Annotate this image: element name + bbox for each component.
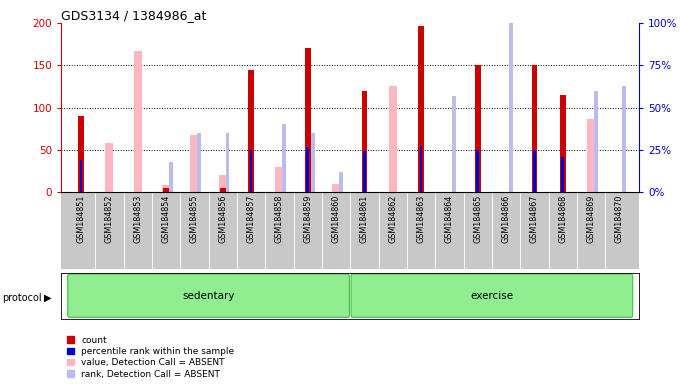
Bar xyxy=(80,160,82,192)
Bar xyxy=(533,150,536,192)
Bar xyxy=(226,133,229,192)
Bar xyxy=(362,91,367,192)
Bar xyxy=(250,150,252,192)
Bar xyxy=(220,188,226,192)
Bar xyxy=(332,184,340,192)
Bar xyxy=(311,133,314,192)
Bar xyxy=(169,162,173,192)
FancyBboxPatch shape xyxy=(351,274,632,317)
Bar xyxy=(363,151,366,192)
Bar xyxy=(78,116,84,192)
Bar xyxy=(305,48,311,192)
Bar xyxy=(389,86,396,192)
Bar xyxy=(560,95,566,192)
Bar xyxy=(532,65,537,192)
FancyBboxPatch shape xyxy=(68,274,350,317)
Bar xyxy=(418,26,424,192)
Bar xyxy=(475,65,481,192)
Bar xyxy=(219,175,226,192)
Bar xyxy=(306,147,309,192)
Bar xyxy=(163,188,169,192)
Bar xyxy=(162,185,170,192)
Bar xyxy=(420,146,422,192)
Text: ▶: ▶ xyxy=(44,293,52,303)
Bar xyxy=(275,167,284,192)
Bar xyxy=(509,0,513,192)
Bar xyxy=(594,91,598,192)
Bar xyxy=(190,136,199,192)
Bar xyxy=(476,150,479,192)
Text: exercise: exercise xyxy=(471,291,513,301)
Text: protocol: protocol xyxy=(2,293,41,303)
Bar xyxy=(105,143,114,192)
Bar xyxy=(561,157,564,192)
Legend: count, percentile rank within the sample, value, Detection Call = ABSENT, rank, : count, percentile rank within the sample… xyxy=(66,335,235,379)
Bar xyxy=(134,51,141,192)
Bar xyxy=(197,133,201,192)
Text: sedentary: sedentary xyxy=(182,291,235,301)
Bar xyxy=(248,70,254,192)
Bar xyxy=(339,172,343,192)
Bar xyxy=(282,124,286,192)
Bar xyxy=(622,86,626,192)
Bar xyxy=(587,119,595,192)
Text: GDS3134 / 1384986_at: GDS3134 / 1384986_at xyxy=(61,9,207,22)
Bar xyxy=(452,96,456,192)
